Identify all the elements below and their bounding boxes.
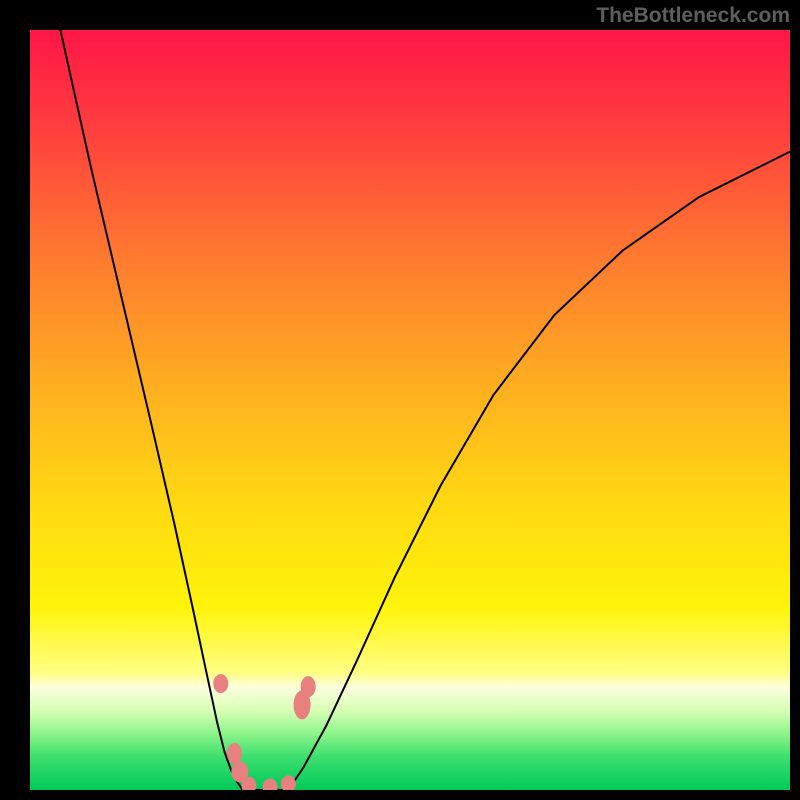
bottleneck-curve bbox=[60, 30, 790, 790]
plot-svg bbox=[30, 30, 790, 790]
curve-marker bbox=[281, 776, 295, 790]
watermark-text: TheBottleneck.com bbox=[596, 4, 790, 28]
curve-marker bbox=[263, 779, 277, 790]
curve-marker bbox=[227, 744, 241, 764]
plot-area bbox=[30, 30, 790, 790]
chart-frame: TheBottleneck.com bbox=[0, 0, 800, 800]
curve-marker bbox=[301, 677, 315, 697]
curve-marker bbox=[242, 777, 256, 790]
curve-marker bbox=[214, 675, 228, 693]
